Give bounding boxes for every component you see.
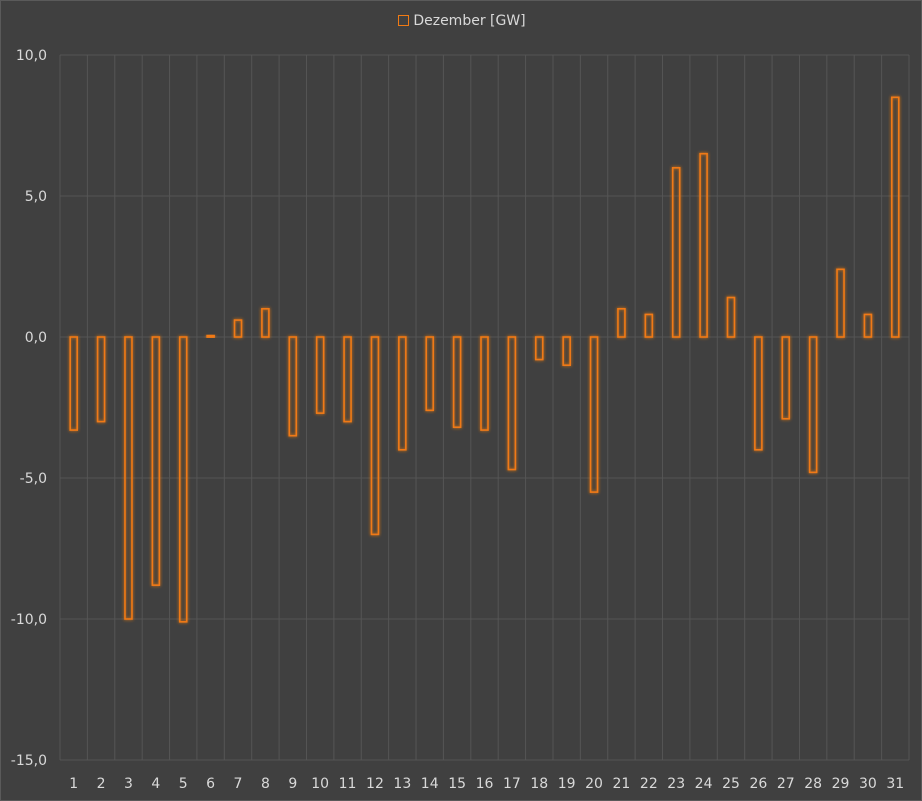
- bar-day-22: [644, 313, 654, 338]
- bar-day-1: [69, 336, 78, 431]
- bar-day-24: [699, 152, 708, 338]
- x-tick-label: 24: [695, 776, 713, 792]
- bar-day-2: [96, 336, 106, 423]
- gridlines: [59, 54, 910, 761]
- x-axis-ticks: 1 2 3 4 5 6 7 8 9 10 11 12 13 14 15 16 17 18 19 20 21 22 23 24 2…: [69, 776, 904, 792]
- x-tick-label: 4: [151, 776, 160, 792]
- bar-day-7: [233, 319, 243, 338]
- x-tick-label: 8: [261, 776, 270, 792]
- x-tick-label: 17: [503, 776, 521, 792]
- bar-day-15: [452, 336, 462, 429]
- bar-day-9: [288, 336, 298, 437]
- bar-day-14: [425, 336, 435, 412]
- x-tick-label: 16: [476, 776, 494, 792]
- bar-day-31: [891, 96, 900, 338]
- x-tick-label: 21: [613, 776, 631, 792]
- x-tick-label: 22: [640, 776, 658, 792]
- x-tick-label: 25: [722, 776, 740, 792]
- x-tick-label: 29: [832, 776, 850, 792]
- x-tick-label: 13: [393, 776, 411, 792]
- y-axis-ticks: 10,0 5,0 0,0 -5,0 -10,0 -15,0: [11, 48, 47, 769]
- y-tick-label: -5,0: [20, 471, 47, 487]
- bar-day-11: [343, 336, 352, 423]
- y-tick-label: 0,0: [25, 330, 47, 346]
- bar-day-27: [781, 336, 791, 420]
- bar-day-17: [507, 336, 517, 471]
- bar-day-4: [151, 336, 161, 586]
- x-tick-label: 9: [288, 776, 297, 792]
- bar-day-13: [398, 336, 407, 451]
- x-tick-label: 15: [448, 776, 466, 792]
- x-tick-label: 14: [421, 776, 439, 792]
- x-tick-label: 10: [311, 776, 329, 792]
- bar-day-26: [754, 336, 763, 451]
- bar-day-12: [370, 336, 380, 536]
- x-tick-label: 28: [804, 776, 822, 792]
- x-tick-label: 23: [667, 776, 685, 792]
- bar-day-25: [726, 296, 736, 338]
- x-tick-label: 3: [124, 776, 133, 792]
- bar-day-21: [617, 307, 626, 338]
- x-tick-label: 1: [69, 776, 78, 792]
- bar-day-10: [315, 336, 325, 414]
- x-tick-label: 27: [777, 776, 795, 792]
- bar-day-30: [863, 313, 873, 338]
- x-tick-label: 26: [749, 776, 767, 792]
- x-tick-label: 20: [585, 776, 603, 792]
- y-tick-label: 10,0: [16, 48, 47, 64]
- legend: Dezember [GW]: [1, 13, 922, 29]
- bar-day-29: [836, 268, 845, 338]
- bars: [69, 96, 900, 623]
- bar-day-5: [178, 336, 188, 623]
- x-tick-label: 6: [206, 776, 215, 792]
- bar-day-8: [261, 307, 270, 338]
- x-tick-label: 5: [179, 776, 188, 792]
- y-tick-label: -10,0: [11, 612, 47, 628]
- bar-day-6: [206, 334, 215, 338]
- x-tick-label: 31: [886, 776, 904, 792]
- legend-swatch: [398, 15, 410, 26]
- bar-day-28: [808, 336, 818, 474]
- bar-day-23: [671, 167, 681, 338]
- x-tick-label: 30: [859, 776, 877, 792]
- y-tick-label: -15,0: [11, 753, 47, 769]
- bar-day-18: [534, 336, 544, 361]
- x-tick-label: 11: [339, 776, 357, 792]
- bar-day-20: [589, 336, 599, 493]
- bar-day-16: [480, 336, 489, 431]
- x-tick-label: 19: [558, 776, 576, 792]
- x-tick-label: 18: [530, 776, 548, 792]
- x-tick-label: 7: [234, 776, 243, 792]
- x-tick-label: 12: [366, 776, 384, 792]
- bar-day-19: [562, 336, 571, 367]
- x-tick-label: 2: [97, 776, 106, 792]
- legend-label: Dezember [GW]: [413, 13, 526, 29]
- bar-day-3: [124, 336, 133, 620]
- y-tick-label: 5,0: [25, 189, 47, 205]
